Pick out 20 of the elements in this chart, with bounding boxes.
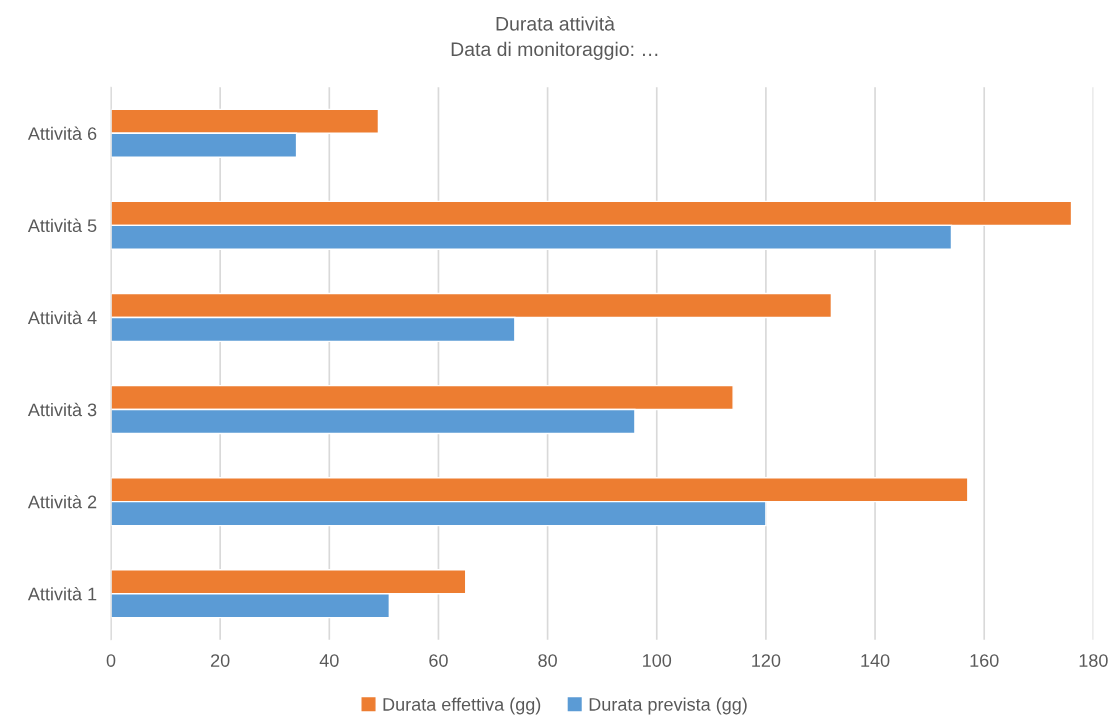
x-tick-label: 120 bbox=[752, 654, 781, 667]
x-tick-label: 40 bbox=[319, 654, 339, 667]
y-tick-label: Attività 4 bbox=[27, 310, 97, 325]
x-tick-label: 80 bbox=[538, 654, 557, 667]
chart-title: Durata attività bbox=[496, 16, 615, 31]
x-tick-label: 60 bbox=[429, 654, 448, 667]
y-tick-label: Attività 1 bbox=[27, 586, 97, 601]
x-tick-label: 20 bbox=[211, 654, 230, 667]
y-tick-label: Attività 6 bbox=[27, 126, 97, 140]
x-tick-label: 0 bbox=[106, 654, 116, 667]
x-tick-label: 100 bbox=[643, 654, 672, 667]
chart-subtitle: Data di monitoraggio: … bbox=[451, 41, 658, 60]
y-tick-label: Attività 3 bbox=[27, 402, 97, 417]
legend-label: Durata effettiva (gg) bbox=[383, 697, 541, 715]
x-tick-label: 160 bbox=[970, 654, 999, 667]
y-tick-label: Attività 5 bbox=[27, 218, 97, 233]
x-tick-label: 180 bbox=[1079, 654, 1108, 667]
y-tick-label: Attività 2 bbox=[27, 494, 97, 509]
legend-label: Durata prevista (gg) bbox=[589, 697, 747, 715]
x-tick-label: 140 bbox=[861, 654, 890, 667]
